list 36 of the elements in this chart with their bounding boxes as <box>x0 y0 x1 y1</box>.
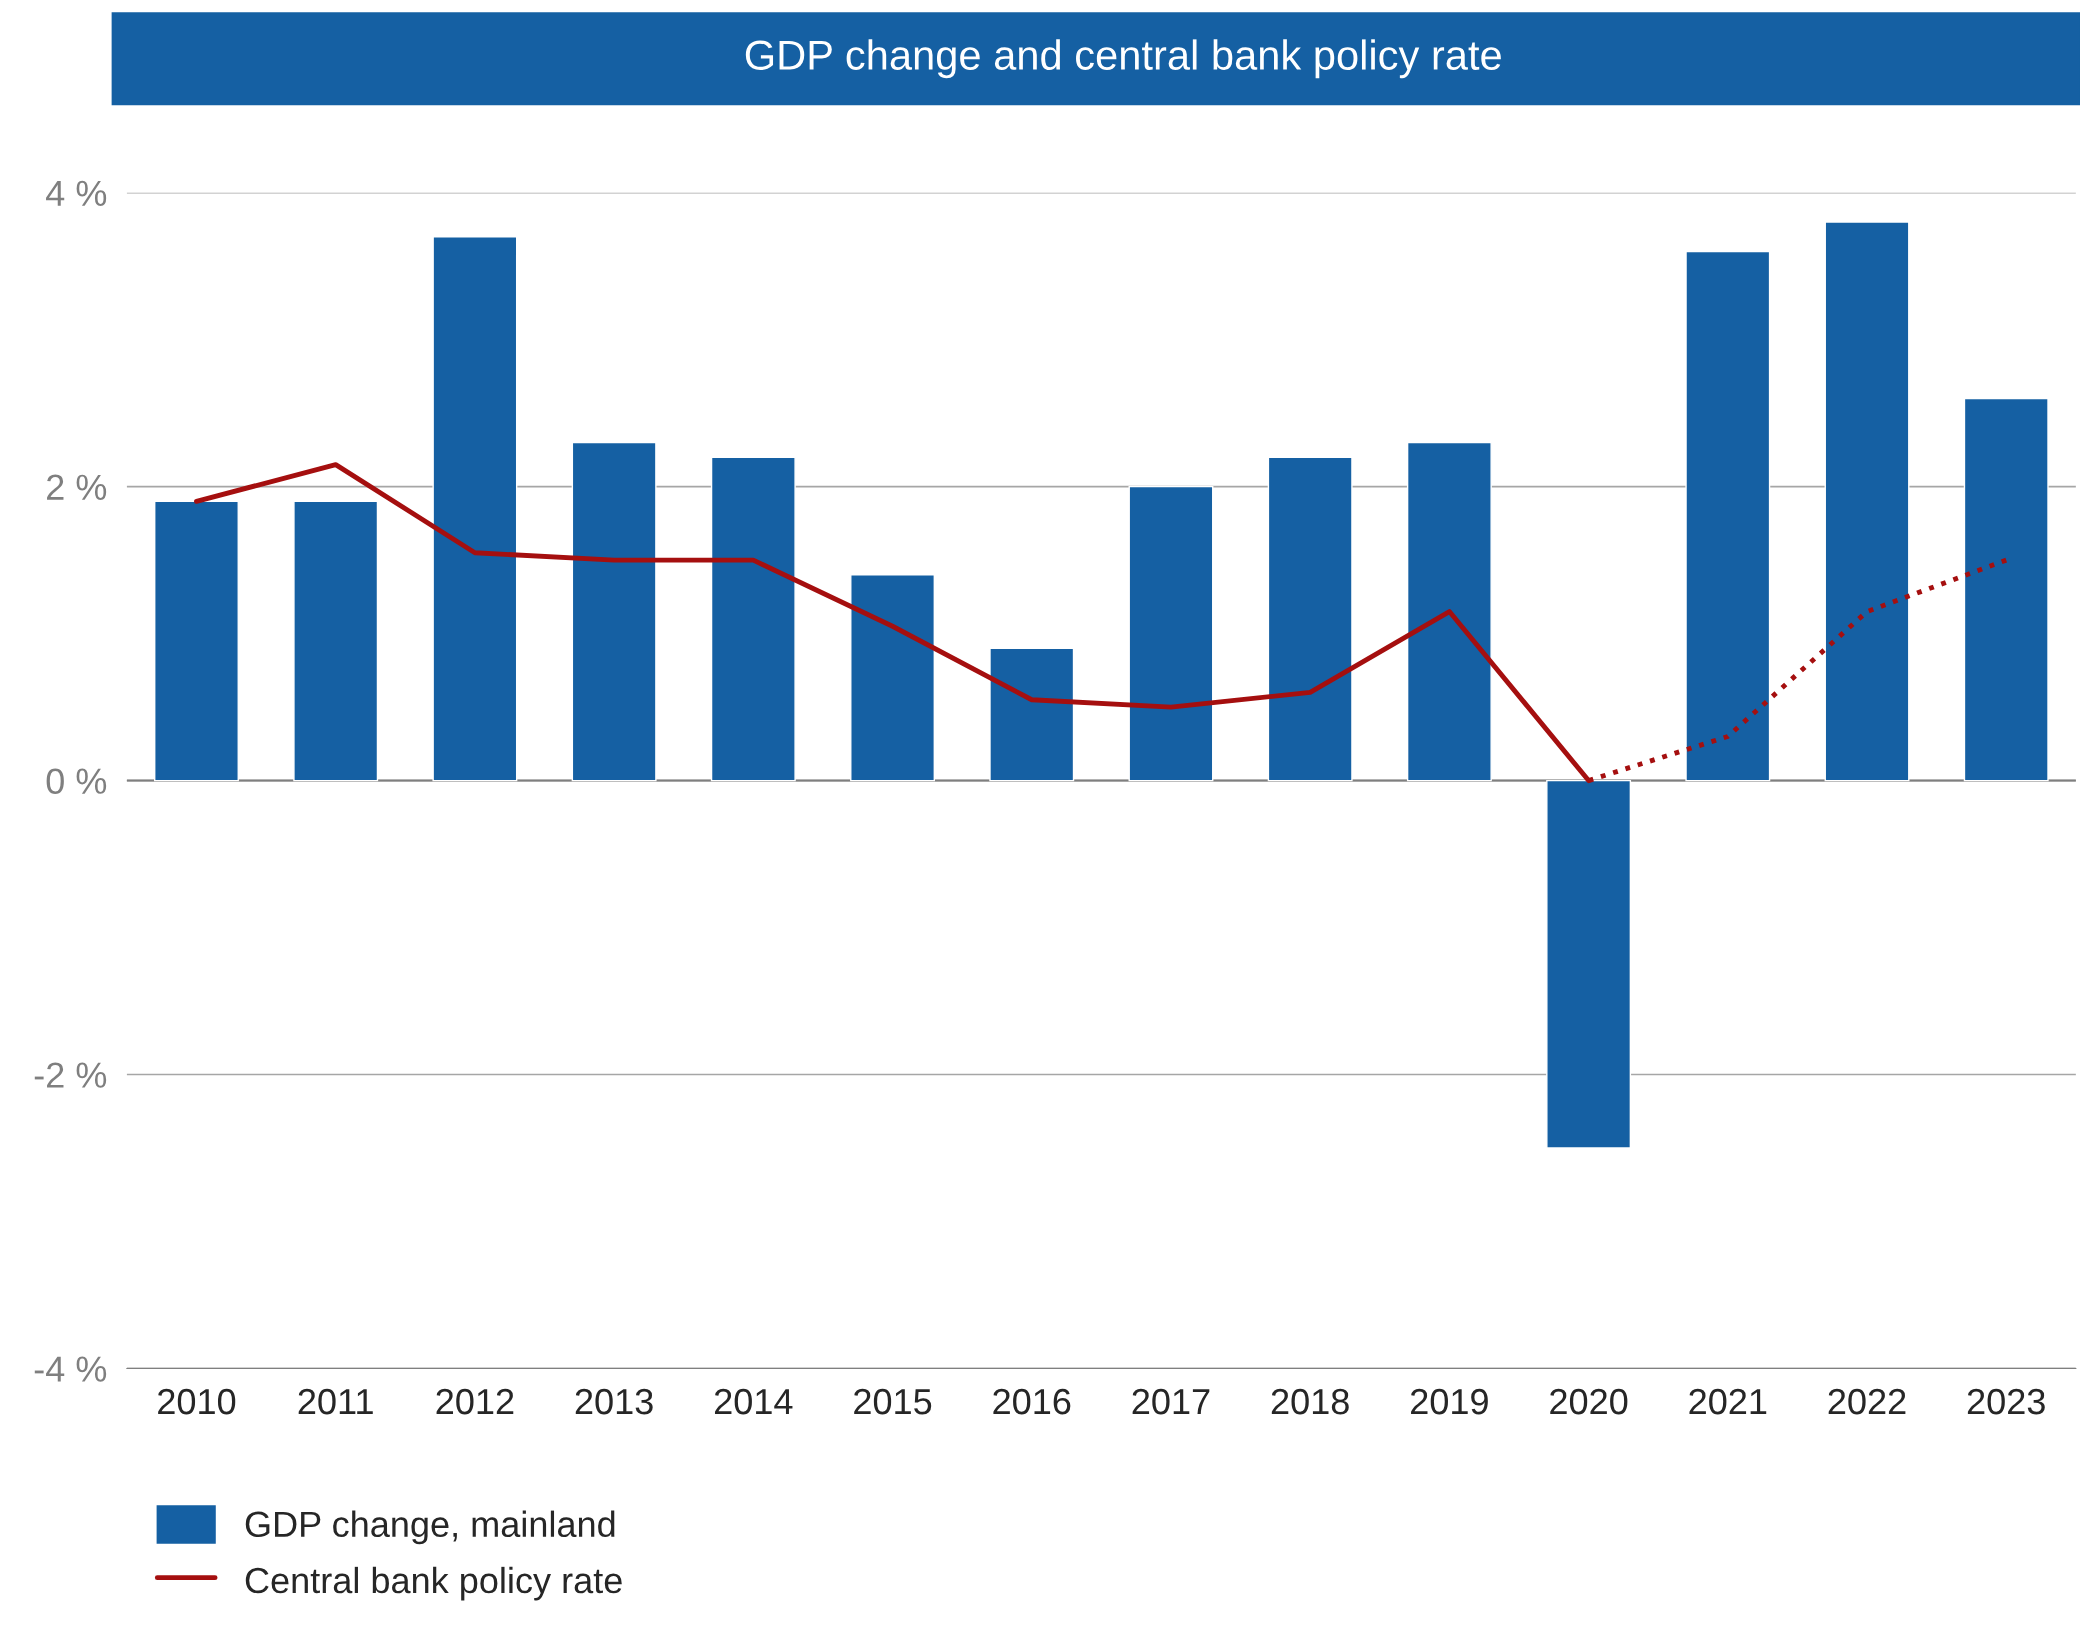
chart-title: GDP change and central bank policy rate <box>745 39 1501 79</box>
x-tick-label: 2013 <box>575 1388 653 1415</box>
bar <box>1685 250 1771 782</box>
y-tick-label: 0 % <box>46 768 107 795</box>
x-tick-label: 2022 <box>1828 1388 1906 1415</box>
bar <box>154 500 239 782</box>
bar <box>432 236 518 782</box>
bar <box>1406 441 1492 782</box>
y-tick-label: -4 % <box>34 1356 107 1382</box>
x-tick-label: 2023 <box>1967 1388 2045 1415</box>
bar <box>293 500 379 782</box>
x-tick-label: 2014 <box>714 1388 793 1415</box>
bar <box>989 647 1075 782</box>
x-tick-label: 2021 <box>1689 1388 1767 1415</box>
x-tick-label: 2016 <box>993 1388 1071 1415</box>
y-tick-label: 4 % <box>46 180 107 206</box>
legend-label: Central bank policy rate <box>245 1566 622 1601</box>
bar <box>1824 221 1910 782</box>
x-tick-label: 2019 <box>1411 1388 1488 1415</box>
x-tick-label: 2010 <box>158 1388 236 1415</box>
bar <box>710 456 796 782</box>
x-tick-label: 2020 <box>1550 1388 1628 1415</box>
x-tick-label: 2018 <box>1271 1388 1349 1415</box>
bar <box>1546 779 1632 1149</box>
legend-label: GDP change, mainland <box>245 1510 615 1545</box>
bar <box>1128 485 1214 782</box>
x-tick-label: 2012 <box>436 1388 514 1415</box>
bar <box>1267 456 1353 782</box>
y-tick-label: -2 % <box>34 1062 107 1088</box>
bar <box>571 441 657 782</box>
x-tick-label: 2015 <box>854 1388 932 1415</box>
y-tick-label: 2 % <box>47 474 107 500</box>
bar <box>1963 397 2049 782</box>
bar <box>850 574 936 782</box>
x-tick-label: 2011 <box>298 1388 373 1415</box>
x-tick-label: 2017 <box>1132 1388 1210 1415</box>
